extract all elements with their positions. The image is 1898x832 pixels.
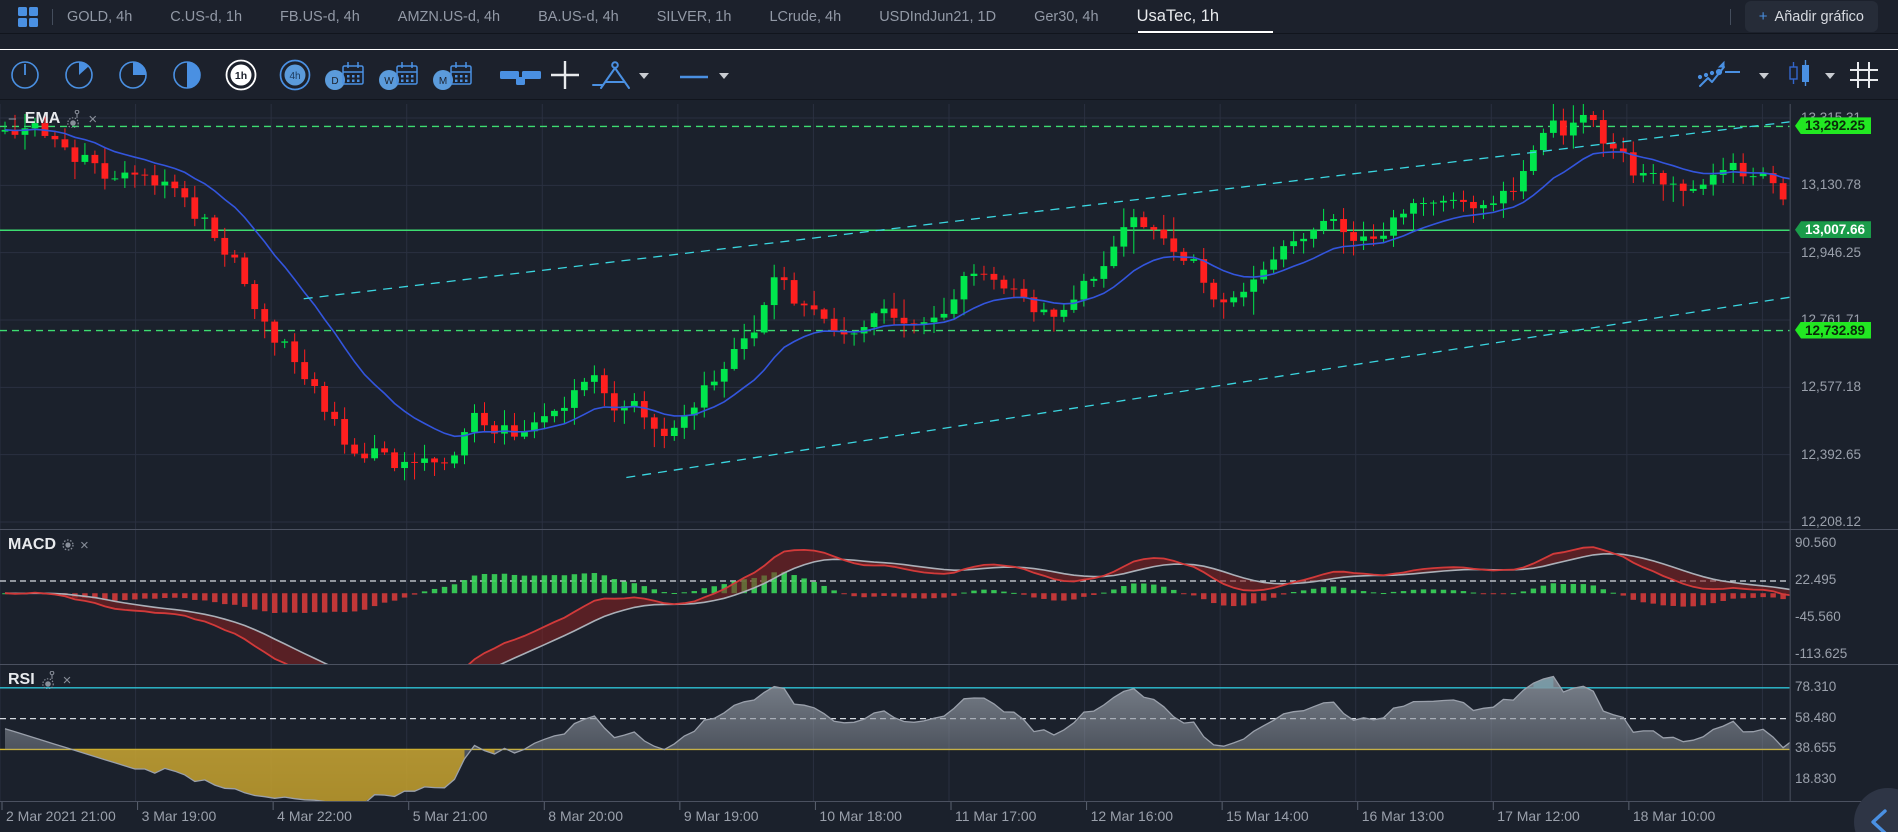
svg-text:4h: 4h <box>289 71 300 82</box>
svg-text:D: D <box>331 76 338 87</box>
svg-text:1h: 1h <box>235 70 247 82</box>
svg-text:M: M <box>439 76 447 87</box>
svg-text:W: W <box>384 76 394 87</box>
